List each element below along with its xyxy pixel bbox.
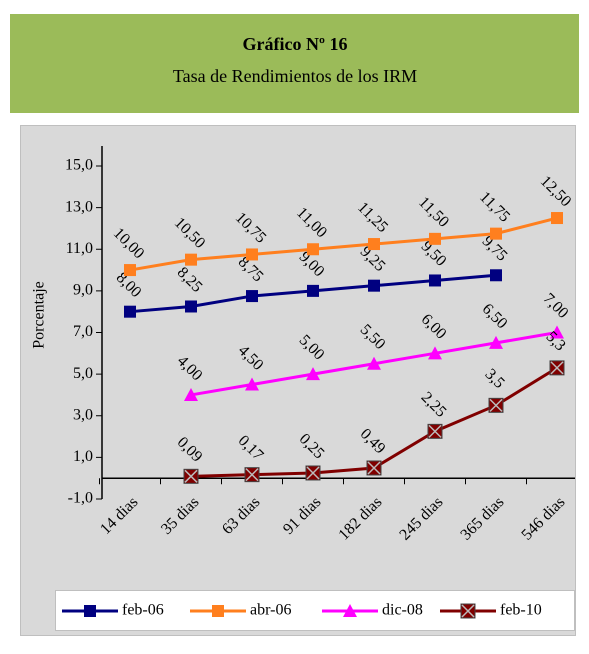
data-point [368, 238, 380, 251]
data-point [246, 290, 258, 303]
legend-label: feb-06 [122, 602, 164, 619]
legend-label: dic-08 [382, 602, 423, 619]
data-point-cross [489, 398, 503, 412]
header-box [10, 14, 579, 113]
data-point [368, 279, 380, 292]
data-point [185, 253, 197, 266]
y-tick-label: 13,0 [65, 198, 93, 215]
y-tick-label: 9,0 [73, 282, 93, 299]
data-point [429, 232, 441, 245]
y-tick-label: -1,0 [68, 490, 93, 507]
data-point [428, 346, 442, 360]
data-point [550, 325, 564, 339]
y-tick-label: 7,0 [73, 323, 93, 340]
data-point [124, 305, 136, 318]
y-tick-label: 1,0 [73, 448, 93, 465]
legend-marker [212, 605, 224, 617]
legend-marker [84, 605, 96, 617]
y-tick-label: 5,0 [73, 365, 93, 382]
y-tick-label: 11,0 [66, 240, 93, 257]
data-point-cross [245, 468, 259, 482]
data-point [184, 387, 198, 401]
data-point-cross [428, 424, 442, 438]
legend-marker-cross [461, 604, 475, 618]
chart-subtitle: Tasa de Rendimientos de los IRM [173, 66, 417, 86]
data-point-cross [306, 466, 320, 480]
legend-label: feb-10 [500, 602, 542, 619]
y-axis-label: Porcentaje [31, 281, 48, 349]
legend-label: abr-06 [250, 602, 291, 619]
series-line [129, 216, 558, 272]
data-point-cross [184, 469, 198, 483]
data-point-cross [550, 361, 564, 375]
data-point [245, 377, 259, 391]
data-point [307, 284, 319, 297]
chart-area [20, 125, 576, 636]
chart-title: Gráfico Nº 16 [243, 34, 348, 54]
data-point [246, 248, 258, 261]
data-point-cross [367, 461, 381, 475]
legend-marker [343, 604, 357, 617]
data-point [124, 264, 136, 277]
y-tick-label: 3,0 [73, 406, 93, 423]
data-point [490, 269, 502, 282]
data-point [490, 227, 502, 240]
data-point [429, 274, 441, 287]
data-point [551, 212, 563, 225]
data-point [307, 243, 319, 256]
y-tick-label: 15,0 [65, 157, 93, 174]
data-point [367, 356, 381, 370]
data-point [489, 335, 503, 349]
data-point [306, 367, 320, 381]
data-point [185, 300, 197, 313]
